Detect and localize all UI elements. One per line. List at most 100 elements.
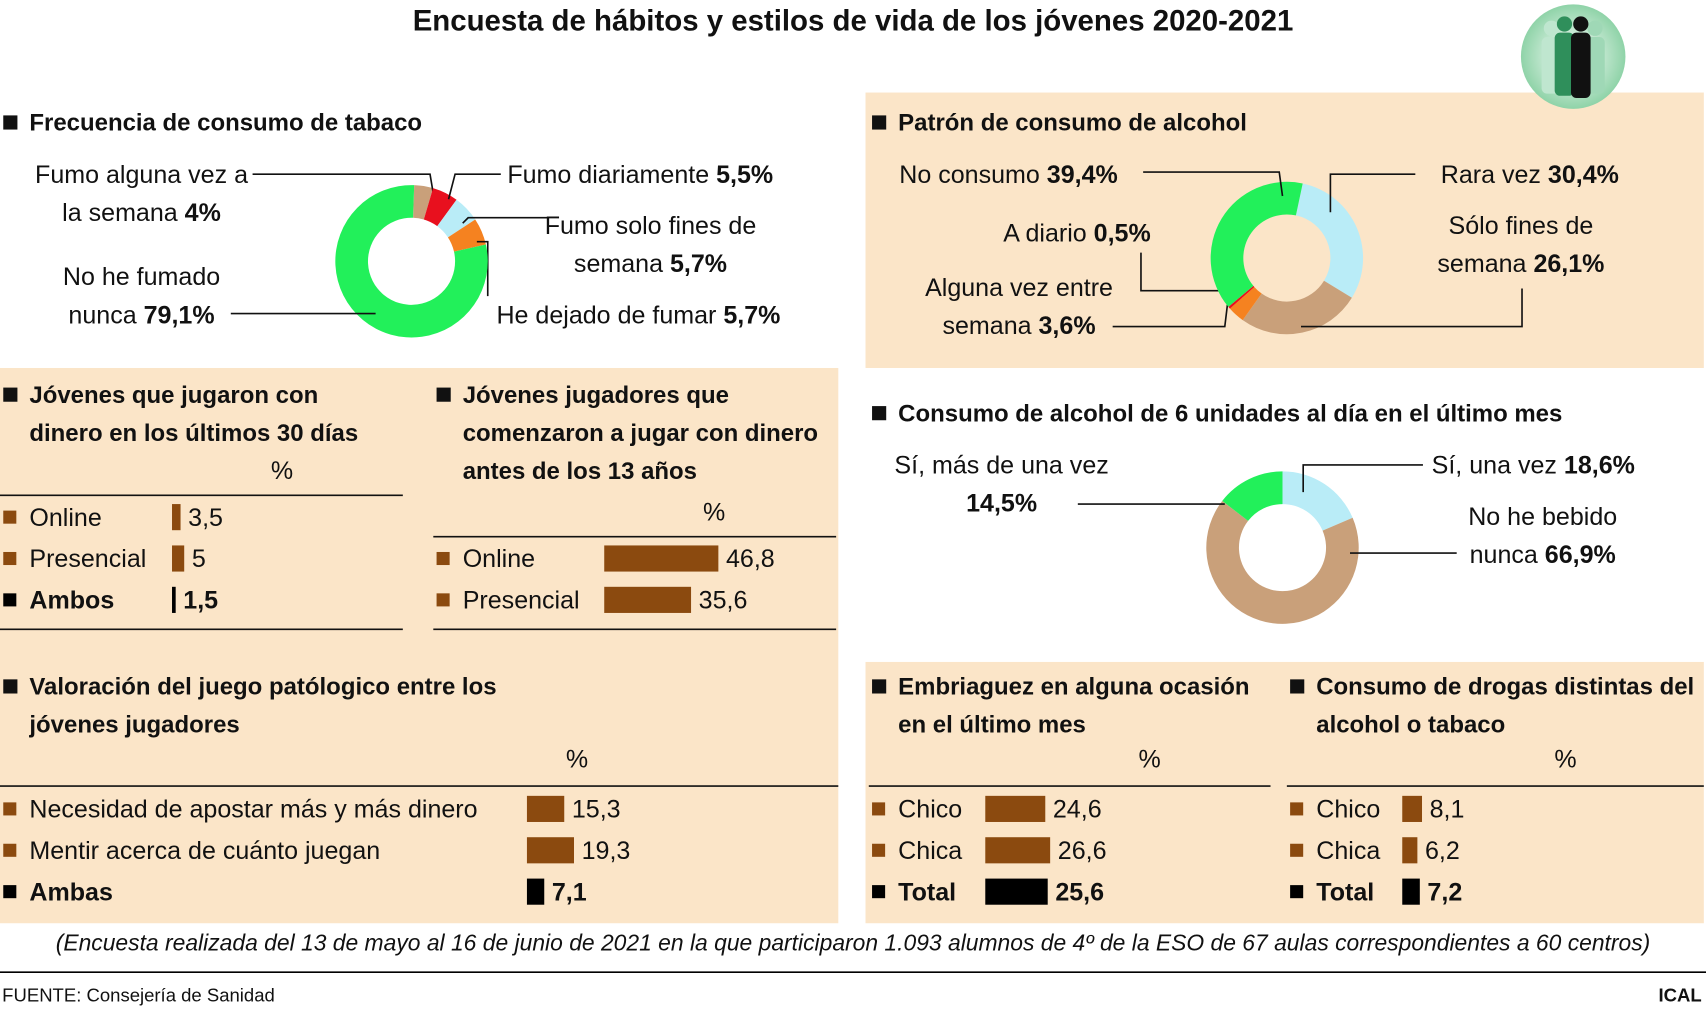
- category-label: He dejado de fumar: [496, 300, 717, 329]
- slice-label: Sí, una vez 18,6%: [1432, 446, 1704, 484]
- leader-line: [1329, 173, 1416, 213]
- chart-title: Jóvenes jugadores que comenzaron a jugar…: [462, 381, 819, 485]
- leader-line: [462, 216, 548, 224]
- value-label: 25,6: [1055, 877, 1105, 906]
- chart-title: Consumo de drogas distintas del alcohol …: [1316, 672, 1695, 739]
- bar: [985, 795, 1046, 822]
- value-label: 46,8: [725, 544, 775, 573]
- leader-line: [1143, 171, 1284, 197]
- footnote: (Encuesta realizada del 13 de mayo al 16…: [55, 930, 1651, 956]
- value-label: 14,5%: [966, 488, 1038, 518]
- legend-square: [3, 885, 17, 899]
- value-label: 5,7%: [669, 249, 728, 278]
- bar: [604, 545, 719, 572]
- value-label: 30,4%: [1547, 160, 1619, 189]
- donut-slice: [413, 185, 434, 220]
- bar: [985, 878, 1048, 905]
- category-label: Chica: [1316, 836, 1381, 865]
- legend-square: [3, 551, 17, 566]
- slice-label: Fumo diariamente 5,5%: [507, 156, 834, 194]
- category-label: A diario: [1003, 218, 1087, 248]
- slice-label: A diario 0,5%: [933, 214, 1151, 252]
- legend-square: [1290, 802, 1304, 816]
- category-label: Necesidad de apostar más y más dinero: [29, 794, 478, 824]
- category-label: No he fumado nunca: [62, 262, 221, 329]
- slice-label: Sí, más de una vez 14,5%: [893, 446, 1111, 522]
- value-label: 8,1: [1429, 794, 1465, 824]
- header-bullet: [3, 115, 18, 130]
- category-label: Total: [1316, 877, 1375, 906]
- bar: [172, 586, 176, 613]
- leader-line: [1140, 252, 1222, 292]
- donut-slice: [1242, 280, 1352, 335]
- value-label: 15,3: [571, 794, 621, 824]
- leader-line: [1301, 288, 1523, 328]
- chart-title: Patrón de consumo de alcohol: [898, 108, 1247, 137]
- category-label: Rara vez: [1440, 160, 1541, 189]
- bar: [985, 837, 1051, 864]
- value-label: 3,6%: [1038, 311, 1096, 340]
- header-bullet: [3, 387, 18, 402]
- legend-square: [436, 551, 450, 566]
- donut-slice: [1210, 181, 1303, 307]
- leader-line: [447, 173, 501, 200]
- legend-square: [1290, 843, 1304, 857]
- panel-bg: [0, 367, 839, 924]
- slice-label: Fumo alguna vez a la semana 4%: [33, 156, 251, 232]
- bar: [1402, 837, 1418, 864]
- category-label: Chica: [898, 836, 963, 865]
- value-label: 7,2: [1427, 877, 1463, 906]
- value-label: 24,6: [1052, 794, 1102, 824]
- bar: [1402, 795, 1423, 822]
- category-label: Ambos: [29, 585, 115, 615]
- slice-label: No he bebido nunca 66,9%: [1434, 498, 1652, 574]
- donut-slice: [1228, 285, 1255, 309]
- bar: [1402, 878, 1420, 905]
- leader-line: [1112, 299, 1229, 328]
- donut-slice: [335, 185, 488, 338]
- slice-label: No he fumado nunca 79,1%: [44, 258, 240, 334]
- value-label: 39,4%: [1046, 160, 1118, 189]
- chart-title: Consumo de alcohol de 6 unidades al día …: [898, 399, 1563, 427]
- bar: [526, 837, 575, 864]
- value-label: 4%: [184, 198, 221, 227]
- donut-slice: [1229, 286, 1262, 321]
- donut-slice: [1295, 183, 1364, 298]
- legend-square: [3, 510, 17, 524]
- legend-square: [3, 802, 17, 816]
- value-label: 5,7%: [723, 300, 781, 329]
- slice-label: No consumo 39,4%: [899, 156, 1226, 194]
- category-label: Chico: [898, 794, 963, 824]
- header-bullet: [872, 679, 887, 694]
- value-label: 5,5%: [716, 160, 774, 189]
- icon: [1520, 4, 1626, 109]
- value-label: 5: [191, 544, 206, 573]
- category-label: Sólo fines de semana: [1437, 211, 1594, 278]
- donut-slice: [1222, 471, 1283, 521]
- bar: [604, 586, 692, 613]
- header-bullet: [3, 679, 18, 694]
- value-label: 0,5%: [1093, 218, 1151, 248]
- legend-square: [436, 593, 450, 607]
- value-label: 66,9%: [1544, 540, 1616, 569]
- value-label: 18,6%: [1563, 450, 1635, 480]
- category-label: Fumo diariamente: [507, 160, 710, 189]
- category-label: Online: [29, 502, 102, 532]
- value-label: 26,1%: [1533, 249, 1605, 278]
- value-label: 7,1: [551, 877, 587, 906]
- value-label: 6,2: [1424, 836, 1460, 865]
- category-label: Chico: [1316, 794, 1381, 824]
- legend-square: [1290, 885, 1304, 899]
- header-bullet: [872, 115, 887, 130]
- header-bullet: [436, 387, 451, 402]
- legend-square: [872, 802, 886, 816]
- leader-line: [252, 173, 435, 194]
- slice-label: He dejado de fumar 5,7%: [496, 296, 823, 334]
- slice-label: Alguna vez entre semana 3,6%: [910, 269, 1128, 345]
- donut-slice: [1206, 500, 1359, 624]
- unit-label: %: [270, 456, 294, 485]
- category-label: Presencial: [29, 544, 147, 573]
